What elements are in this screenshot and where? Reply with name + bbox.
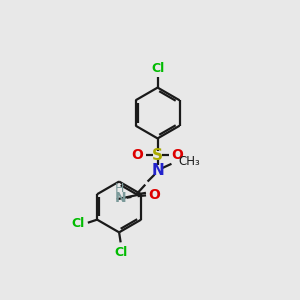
Text: Cl: Cl <box>151 62 164 75</box>
Text: N: N <box>115 191 127 206</box>
Text: CH₃: CH₃ <box>178 155 200 168</box>
Text: O: O <box>132 148 143 162</box>
Text: H: H <box>115 182 124 195</box>
Text: O: O <box>172 148 184 162</box>
Text: N: N <box>151 163 164 178</box>
Text: O: O <box>148 188 160 203</box>
Text: S: S <box>152 148 163 163</box>
Text: Cl: Cl <box>114 246 127 259</box>
Text: Cl: Cl <box>71 217 85 230</box>
